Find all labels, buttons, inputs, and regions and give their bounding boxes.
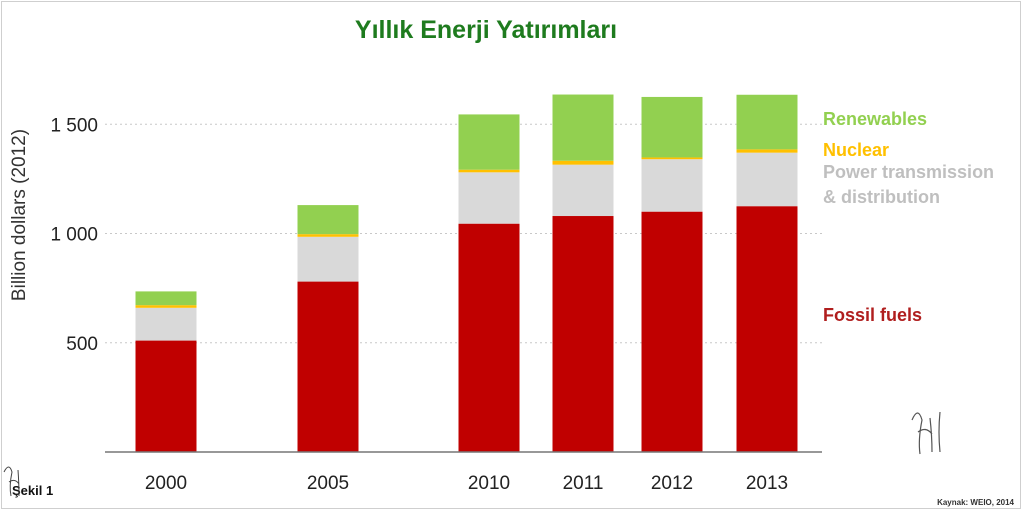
x-tick-label-2000: 2000 [145, 473, 187, 494]
x-tick-label-2010: 2010 [468, 473, 510, 494]
bar-segment-2011-0 [552, 216, 614, 452]
x-tick-label-2005: 2005 [307, 473, 349, 494]
bar-segment-2005-0 [297, 281, 359, 452]
bar-segment-2011-1 [552, 164, 614, 217]
bar-segment-2012-3 [641, 96, 703, 158]
x-tick-label-2013: 2013 [746, 473, 788, 494]
legend-power-line2: & distribution [823, 187, 940, 207]
legend-power-line1: Power transmission [823, 162, 994, 182]
bar-segment-2013-3 [736, 94, 798, 150]
bars [135, 94, 798, 452]
y-tick-label: 500 [66, 334, 98, 355]
bar-segment-2000-3 [135, 291, 197, 306]
legend-renewables: Renewables [823, 109, 927, 129]
bar-segment-2010-3 [458, 114, 520, 170]
y-tick-label: 1 500 [50, 115, 98, 136]
bar-segment-2012-1 [641, 159, 703, 212]
bar-segment-2000-1 [135, 307, 197, 341]
bar-segment-2012-2 [641, 157, 703, 160]
bar-segment-2000-0 [135, 340, 197, 452]
source-note: Kaynak: WEIO, 2014 [937, 498, 1014, 507]
bar-segment-2011-3 [552, 94, 614, 161]
bar-segment-2010-0 [458, 223, 520, 452]
bar-segment-2005-3 [297, 205, 359, 235]
bar-segment-2005-1 [297, 236, 359, 282]
y-tick-labels: 500 1 000 1 500 [50, 115, 98, 355]
bar-segment-2013-1 [736, 152, 798, 207]
signature-mark-small [3, 466, 20, 497]
signature-mark [911, 411, 941, 455]
legend-nuclear: Nuclear [823, 140, 889, 160]
x-tick-label-2011: 2011 [563, 473, 604, 494]
y-axis-label: Billion dollars (2012) [9, 129, 30, 301]
chart-title: Yıllık Enerji Yatırımları [355, 16, 617, 44]
bar-segment-2012-0 [641, 211, 703, 452]
bar-segment-2000-2 [135, 305, 197, 308]
bar-segment-2011-2 [552, 160, 614, 165]
x-tick-label-2012: 2012 [651, 473, 693, 494]
y-tick-label: 1 000 [50, 225, 98, 246]
x-tick-labels: 2000 2005 2010 2011 2012 2013 [145, 473, 788, 494]
bar-segment-2010-1 [458, 172, 520, 224]
figure-label: Şekil 1 [12, 483, 53, 498]
bar-segment-2005-2 [297, 234, 359, 237]
bar-segment-2010-2 [458, 169, 520, 173]
bar-segment-2013-0 [736, 206, 798, 452]
bar-segment-2013-2 [736, 149, 798, 153]
legend-fossil: Fossil fuels [823, 305, 922, 325]
